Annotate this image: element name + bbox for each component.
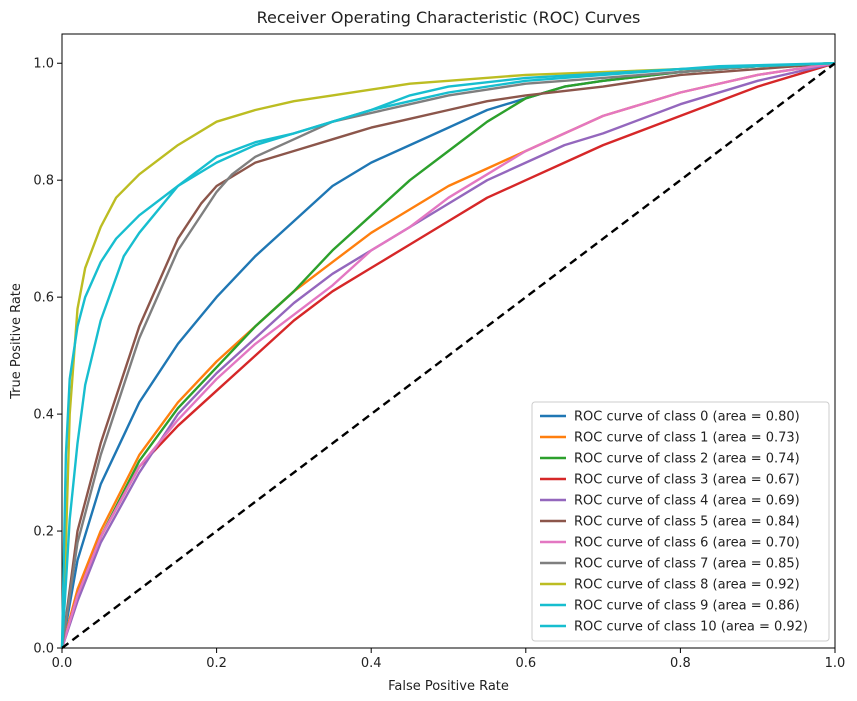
legend-entry: ROC curve of class 9 (area = 0.86) bbox=[574, 599, 800, 614]
legend-entry: ROC curve of class 7 (area = 0.85) bbox=[574, 557, 800, 572]
legend-entry: ROC curve of class 0 (area = 0.80) bbox=[574, 410, 800, 425]
y-tick-label: 0.8 bbox=[33, 174, 54, 189]
legend-box bbox=[531, 401, 830, 642]
roc-curve-class-2 bbox=[60, 62, 836, 649]
legend-entry: ROC curve of class 2 (area = 0.74) bbox=[574, 452, 800, 467]
x-tick-label: 0.6 bbox=[515, 656, 536, 671]
y-tick-label: 0.2 bbox=[33, 525, 54, 540]
y-tick-label: 0.4 bbox=[33, 408, 54, 423]
y-axis: 0.0 0.2 0.4 0.6 0.8 1.0 bbox=[33, 57, 62, 657]
x-tick-label: 0.4 bbox=[361, 656, 382, 671]
chart-title: Receiver Operating Characteristic (ROC) … bbox=[257, 8, 641, 27]
x-axis-label: False Positive Rate bbox=[388, 679, 509, 694]
roc-curve-class-8 bbox=[60, 62, 836, 649]
y-axis-label: True Positive Rate bbox=[9, 283, 24, 400]
x-tick-label: 0.2 bbox=[206, 656, 227, 671]
roc-curve-class-6 bbox=[60, 62, 836, 649]
y-tick-label: 0.6 bbox=[33, 291, 54, 306]
x-tick-label: 0.8 bbox=[670, 656, 691, 671]
roc-curve-class-10 bbox=[60, 62, 836, 649]
legend-entry: ROC curve of class 3 (area = 0.67) bbox=[574, 473, 800, 488]
legend: ROC curve of class 0 (area = 0.80) ROC cu… bbox=[531, 401, 830, 642]
legend-entry: ROC curve of class 8 (area = 0.92) bbox=[574, 578, 800, 593]
y-tick-label: 1.0 bbox=[33, 57, 54, 72]
chance-diagonal-line bbox=[61, 62, 836, 649]
x-tick-label: 0.0 bbox=[52, 656, 73, 671]
roc-curves bbox=[60, 62, 836, 649]
legend-entry: ROC curve of class 6 (area = 0.70) bbox=[574, 536, 800, 551]
x-axis: 0.0 0.2 0.4 0.6 0.8 1.0 bbox=[52, 648, 846, 671]
x-tick-label: 1.0 bbox=[825, 656, 846, 671]
legend-entry: ROC curve of class 1 (area = 0.73) bbox=[574, 431, 800, 446]
legend-entry: ROC curve of class 5 (area = 0.84) bbox=[574, 515, 800, 530]
y-tick-label: 0.0 bbox=[33, 642, 54, 657]
roc-curve-class-5 bbox=[60, 62, 836, 649]
roc-curve-class-9 bbox=[60, 62, 836, 649]
legend-entry: ROC curve of class 10 (area = 0.92) bbox=[574, 620, 808, 635]
legend-entry: ROC curve of class 4 (area = 0.69) bbox=[574, 494, 800, 509]
